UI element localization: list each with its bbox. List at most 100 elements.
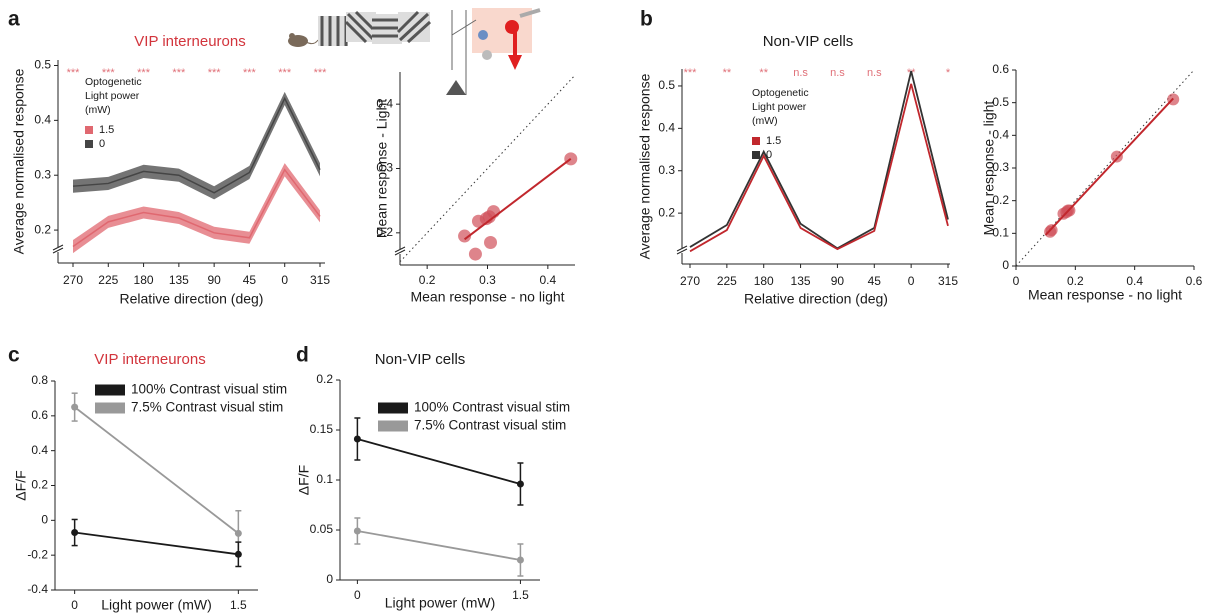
y-axis-label: Mean response - Light: [374, 99, 390, 238]
y-tick-label: 0.1: [316, 472, 333, 486]
point: [353, 435, 361, 443]
significance-label: ***: [208, 67, 222, 79]
y-tick-label: 0.4: [31, 443, 48, 457]
x-tick-label: 0: [908, 274, 915, 288]
y-tick-label: 0.3: [992, 160, 1009, 174]
axis-break: [52, 244, 64, 251]
legend-title: Optogenetic: [85, 76, 142, 88]
series-line: [74, 406, 239, 535]
significance-label: ***: [314, 67, 328, 79]
x-axis-label: Light power (mW): [101, 597, 211, 613]
series-line: [357, 438, 521, 485]
legend-swatch: [85, 140, 93, 148]
circuit-icon: [446, 8, 541, 95]
significance-label: n.s: [830, 67, 845, 79]
point: [458, 229, 472, 243]
x-tick-label: 270: [680, 274, 700, 288]
stimulus-icon: [288, 10, 432, 47]
x-tick-label: 315: [310, 273, 330, 287]
x-tick-label: 0.6: [1186, 274, 1203, 288]
y-tick-label: 0.8: [31, 373, 48, 387]
x-tick-label: 0: [71, 598, 78, 612]
y-axis-label: Mean response - light: [981, 101, 997, 236]
axis-break-gap: [676, 248, 688, 253]
identity-line: [399, 74, 576, 263]
y-tick-label: 0.2: [34, 222, 51, 236]
significance-label: ***: [137, 67, 151, 79]
y-tick-label: 0.1: [992, 226, 1009, 240]
x-axis-label: Relative direction (deg): [120, 291, 264, 307]
x-axis-label: Light power (mW): [385, 595, 495, 611]
x-tick-label: 0.4: [540, 273, 557, 287]
legend-label: 7.5% Contrast visual stim: [131, 400, 283, 415]
legend-swatch: [752, 151, 760, 159]
y-tick-label: 0.2: [658, 205, 675, 219]
x-tick-label: 0.2: [419, 273, 436, 287]
y-axis-label: ΔF/F: [296, 465, 312, 495]
axis-break-gap: [52, 247, 64, 252]
point: [484, 235, 498, 249]
legend-swatch: [378, 402, 408, 414]
legend-title: (mW): [85, 104, 111, 116]
legend-swatch: [95, 384, 125, 396]
legend-swatch: [378, 420, 408, 432]
axis-break: [676, 245, 688, 252]
axis-break: [394, 246, 406, 253]
x-tick-label: 1.5: [512, 588, 529, 602]
significance-label: **: [723, 67, 732, 79]
y-tick-label: 0.4: [658, 121, 675, 135]
y-tick-label: 0: [41, 513, 48, 527]
point: [516, 480, 524, 488]
legend-title: (mW): [752, 115, 778, 127]
point: [353, 527, 361, 535]
axis-break: [52, 247, 64, 254]
identity-line: [1015, 69, 1195, 267]
y-tick-label: 0.2: [376, 225, 393, 239]
y-tick-label: 0: [1002, 258, 1009, 272]
y-tick-label: 0.2: [316, 372, 333, 386]
point: [1110, 150, 1123, 163]
y-tick-label: 0.6: [31, 408, 48, 422]
panel-letter: b: [640, 8, 653, 31]
y-axis-label: Average normalised response: [637, 73, 653, 259]
legend-swatch: [752, 137, 760, 145]
axis-break: [676, 248, 688, 255]
significance-label: *: [946, 67, 951, 79]
x-tick-label: 0.2: [1067, 274, 1084, 288]
y-tick-label: 0.05: [310, 522, 334, 536]
significance-label: ***: [278, 67, 292, 79]
y-tick-label: 0.3: [34, 167, 51, 181]
y-tick-label: 0.2: [992, 193, 1009, 207]
x-tick-label: 0: [354, 588, 361, 602]
series-line: [689, 70, 949, 250]
point: [71, 529, 79, 537]
series-line: [74, 531, 239, 556]
x-axis-label: Relative direction (deg): [744, 291, 888, 307]
chart-title: VIP interneurons: [94, 351, 205, 368]
x-tick-label: 90: [831, 274, 845, 288]
x-axis-label: Mean response - no light: [410, 289, 564, 305]
axis-break: [394, 249, 406, 256]
y-tick-label: 0: [326, 572, 333, 586]
x-tick-label: 0: [281, 273, 288, 287]
y-tick-label: 0.6: [992, 62, 1009, 76]
legend-label: 0: [766, 149, 772, 161]
fit-line: [463, 158, 572, 241]
y-tick-label: 0.3: [658, 163, 675, 177]
series-line: [357, 530, 521, 561]
significance-label: ***: [684, 67, 698, 79]
x-tick-label: 225: [98, 273, 118, 287]
point: [468, 247, 482, 261]
series-line: [72, 96, 321, 194]
legend-label: 1.5: [99, 124, 114, 136]
error-band: [73, 91, 320, 200]
y-tick-label: -0.4: [27, 582, 48, 596]
y-axis-label: Average normalised response: [11, 68, 27, 254]
significance-label: ***: [67, 67, 81, 79]
series-line: [72, 168, 321, 248]
legend-title: Light power: [85, 90, 140, 102]
legend-label: 100% Contrast visual stim: [131, 382, 287, 397]
x-tick-label: 0.3: [479, 273, 496, 287]
y-tick-label: 0.5: [34, 58, 51, 72]
